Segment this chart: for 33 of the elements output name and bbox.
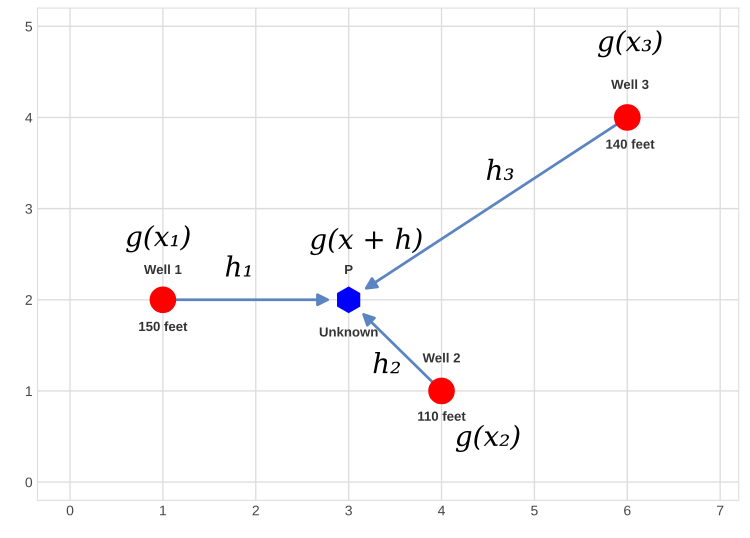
annotation: Well 1 — [144, 264, 182, 274]
annotation: 140 feet — [606, 139, 654, 149]
annotation: g(x + h) — [310, 228, 422, 256]
x-tick-label: 0 — [66, 506, 74, 516]
y-tick-label: 3 — [25, 204, 32, 214]
x-tick-label: 7 — [717, 506, 724, 516]
point — [337, 286, 360, 314]
x-tick-label: 6 — [624, 506, 631, 516]
x-tick-label: 1 — [160, 506, 166, 516]
annotation: h₁ — [226, 255, 251, 277]
annotation: h₃ — [486, 158, 514, 180]
point — [150, 286, 176, 314]
annotation: P — [345, 264, 353, 274]
x-tick-label: 5 — [531, 506, 538, 516]
annotation: h₂ — [374, 352, 400, 374]
y-tick-label: 0 — [25, 477, 32, 488]
annotation: Well 2 — [422, 352, 460, 363]
point — [428, 378, 455, 404]
annotation: 110 feet — [418, 411, 466, 421]
annotation: g(x₁) — [126, 225, 190, 252]
annotation: g(x₂) — [456, 424, 520, 452]
x-tick-label: 3 — [345, 506, 352, 516]
y-tick-label: 4 — [25, 112, 32, 122]
x-tick-label: 4 — [438, 506, 445, 516]
y-tick-label: 1 — [26, 386, 32, 396]
annotation: Unknown — [320, 326, 378, 337]
point — [614, 104, 641, 131]
annotation: Well 3 — [611, 79, 649, 90]
annotation: 150 feet — [139, 321, 188, 332]
y-tick-label: 5 — [25, 22, 32, 32]
x-tick-label: 2 — [252, 506, 259, 516]
annotation: g(x₃) — [598, 30, 662, 58]
y-tick-label: 2 — [26, 295, 32, 305]
